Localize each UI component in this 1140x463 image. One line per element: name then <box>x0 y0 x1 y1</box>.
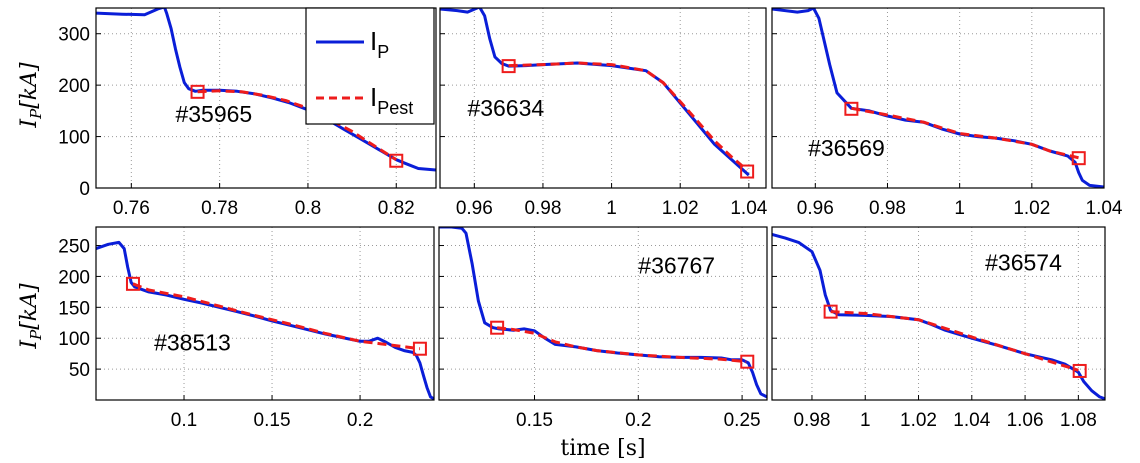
series-ip-measured <box>440 8 750 177</box>
x-tick-label: 0.98 <box>869 198 906 219</box>
y-label-sub: P <box>27 108 45 120</box>
shot-label: #36569 <box>808 135 885 161</box>
x-tick-label: 0.76 <box>113 198 150 219</box>
shot-label: #36574 <box>985 249 1062 275</box>
shot-label: #36634 <box>467 95 544 121</box>
panel-5: 0.15 0.2 0.25 #36767 <box>438 226 768 431</box>
shot-label: #38513 <box>154 330 231 356</box>
x-tick-label: 0.98 <box>524 198 561 219</box>
x-tick-label: 1.04 <box>953 410 990 431</box>
series-ip-estimated <box>197 89 398 161</box>
y-tick-label: 100 <box>58 128 90 149</box>
x-tick-label: 0.2 <box>625 410 651 431</box>
panel-frame <box>438 226 768 401</box>
window-marker <box>490 320 505 335</box>
panel-3: 0.96 0.98 1 1.02 1.04 #36569 <box>771 7 1123 219</box>
series-ip-estimated <box>508 61 749 172</box>
y-tick-label: 50 <box>69 360 90 381</box>
y-label-main: I <box>17 339 42 350</box>
y-label-unit: [kA] <box>17 283 42 330</box>
series-ip-estimated <box>830 310 1079 372</box>
y-axis-label-top: IP[kA] <box>17 62 45 129</box>
series-ip-estimated <box>496 326 747 364</box>
y-tick-label: 150 <box>58 298 90 319</box>
y-tick-label: 100 <box>58 329 90 350</box>
x-tick-label: 0.78 <box>201 198 238 219</box>
x-tick-label: 0.15 <box>254 410 291 431</box>
x-tick-label: 1.04 <box>730 198 767 219</box>
series-ip-estimated <box>132 282 421 351</box>
x-tick-label: 1.02 <box>900 410 937 431</box>
x-tick-label: 1 <box>954 198 965 219</box>
panel-2: 0.96 0.98 1 1.02 1.04 #36634 <box>439 7 768 219</box>
x-tick-label: 0.98 <box>793 410 830 431</box>
series-ip-estimated <box>851 106 1081 160</box>
svg-text:IP[kA]: IP[kA] <box>17 62 45 129</box>
y-tick-label: 300 <box>58 25 90 46</box>
panel-6: 0.98 1 1.02 1.04 1.06 1.08 #36574 <box>771 226 1106 431</box>
y-axis-label-bottom: IP[kA] <box>17 283 45 350</box>
panel-frame <box>439 7 767 189</box>
panel-frame <box>771 7 1105 189</box>
y-tick-label: 250 <box>58 237 90 258</box>
x-tick-label: 0.25 <box>724 410 761 431</box>
y-label-unit: [kA] <box>17 62 42 109</box>
window-marker <box>125 276 140 291</box>
panel-frame <box>771 226 1106 401</box>
legend: IP IPest <box>305 7 435 125</box>
legend-box <box>305 7 435 125</box>
x-tick-label: 0.96 <box>456 198 493 219</box>
window-marker <box>1072 363 1087 378</box>
series-ip-measured <box>96 240 434 400</box>
window-marker <box>1071 151 1086 166</box>
x-tick-label: 0.15 <box>516 410 553 431</box>
svg-text:IP[kA]: IP[kA] <box>17 283 45 350</box>
legend-entry-label: IP <box>370 26 389 62</box>
x-tick-label: 1.06 <box>1007 410 1044 431</box>
series-ip-measured <box>772 8 1104 188</box>
window-marker <box>190 84 205 99</box>
legend-entry-label: IPest <box>370 82 413 118</box>
window-marker <box>412 341 427 356</box>
x-tick-label: 1.08 <box>1060 410 1097 431</box>
panel-4: 0.1 0.15 0.2 50 100 150 200 250 #38513 <box>58 226 435 431</box>
x-tick-label: 1 <box>606 198 617 219</box>
window-marker <box>740 354 755 369</box>
window-marker <box>389 153 404 168</box>
x-axis-label: time [s] <box>560 436 645 461</box>
window-marker <box>844 101 859 116</box>
shot-label: #35965 <box>175 101 252 127</box>
x-tick-label: 1.04 <box>1086 198 1123 219</box>
x-tick-label: 0.8 <box>295 198 321 219</box>
panel-1: 0.76 0.78 0.8 0.82 0 100 200 300 #35965 <box>58 7 437 219</box>
x-tick-label: 0.82 <box>378 198 415 219</box>
window-marker <box>740 164 755 179</box>
window-marker <box>501 59 516 74</box>
x-tick-label: 1.02 <box>1013 198 1050 219</box>
series-ip-measured <box>439 227 767 399</box>
window-marker <box>823 304 838 319</box>
x-tick-label: 0.96 <box>797 198 834 219</box>
y-tick-label: 0 <box>79 179 90 200</box>
y-label-sub: P <box>27 329 45 341</box>
y-tick-label: 200 <box>58 267 90 288</box>
x-tick-label: 1 <box>860 410 871 431</box>
x-tick-label: 0.2 <box>347 410 373 431</box>
shot-label: #36767 <box>638 252 715 278</box>
panel-frame <box>95 7 437 189</box>
y-tick-label: 200 <box>58 76 90 97</box>
panel-frame <box>95 226 435 401</box>
x-tick-label: 1.02 <box>662 198 699 219</box>
y-label-main: I <box>17 118 42 129</box>
x-tick-label: 0.1 <box>171 410 197 431</box>
